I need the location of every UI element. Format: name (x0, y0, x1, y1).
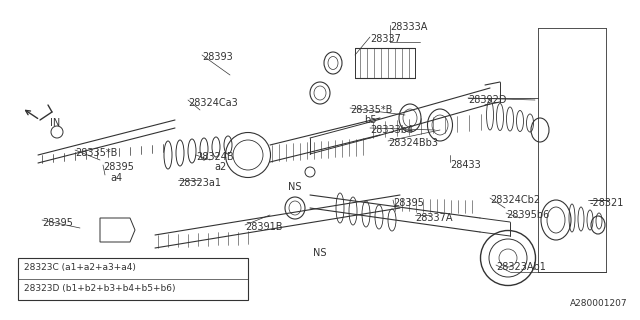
Text: NS: NS (313, 248, 326, 258)
Text: 28392D: 28392D (468, 95, 506, 105)
Text: 28335*B: 28335*B (350, 105, 392, 115)
Text: b5: b5 (364, 115, 376, 125)
Text: 28337: 28337 (370, 34, 401, 44)
Text: 28333b4: 28333b4 (370, 125, 413, 135)
Text: 28323Ab1: 28323Ab1 (496, 262, 546, 272)
Text: 28323D (b1+b2+b3+b4+b5+b6): 28323D (b1+b2+b3+b4+b5+b6) (24, 284, 175, 293)
Text: a2: a2 (214, 162, 227, 172)
Text: 28323a1: 28323a1 (178, 178, 221, 188)
Text: NS: NS (288, 182, 301, 192)
Text: a4: a4 (110, 173, 122, 183)
Text: 28335*B: 28335*B (75, 148, 117, 158)
Text: IN: IN (50, 118, 60, 128)
Text: 28395: 28395 (393, 198, 424, 208)
Text: 28324Bb3: 28324Bb3 (388, 138, 438, 148)
Text: 28395b6: 28395b6 (506, 210, 549, 220)
Bar (18, 258, 248, 300)
Text: 28323C (a1+a2+a3+a4): 28323C (a1+a2+a3+a4) (24, 263, 136, 272)
Text: A280001207: A280001207 (570, 299, 628, 308)
Text: 28395: 28395 (42, 218, 73, 228)
Text: 28324B: 28324B (196, 152, 234, 162)
Text: 28324Ca3: 28324Ca3 (188, 98, 237, 108)
Text: 28333A: 28333A (390, 22, 428, 32)
Text: 28337A: 28337A (415, 213, 452, 223)
Text: 28324Cb2: 28324Cb2 (490, 195, 540, 205)
Text: 28395: 28395 (103, 162, 134, 172)
Text: 28433: 28433 (450, 160, 481, 170)
Text: 28391B: 28391B (245, 222, 282, 232)
Text: -28321: -28321 (590, 198, 625, 208)
Text: 28393: 28393 (202, 52, 233, 62)
